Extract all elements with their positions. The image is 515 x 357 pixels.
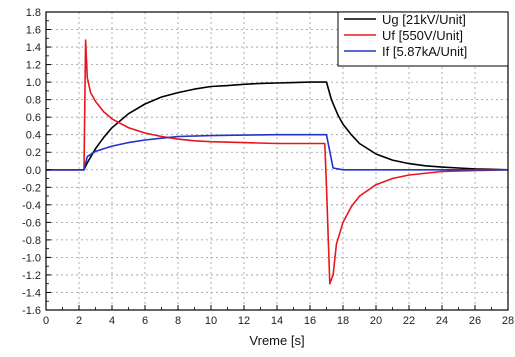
- legend-label: Ug [21kV/Unit]: [382, 12, 466, 27]
- y-tick-label: -0.6: [22, 217, 41, 229]
- y-tick-label: -1.2: [22, 270, 41, 282]
- series-line-3: [46, 133, 508, 171]
- series-line-2: [46, 39, 509, 285]
- y-tick-label: -1.0: [22, 252, 41, 264]
- x-tick-label: 28: [502, 315, 514, 327]
- grid: [46, 12, 508, 310]
- y-tick-label: -0.2: [22, 182, 41, 194]
- series-layer: [46, 39, 509, 285]
- y-tick-label: 0.2: [26, 147, 41, 159]
- y-tick-label: -1.4: [22, 287, 41, 299]
- x-tick-label: 2: [76, 315, 82, 327]
- legend: Ug [21kV/Unit]Uf [550V/Unit]If [5.87kA/U…: [337, 11, 509, 67]
- x-tick-label: 14: [271, 315, 283, 327]
- ticks: 0 2 4 6 8 10 12 14 16 18 20 22 24 26 281.81.61.41.21.0…: [22, 7, 514, 327]
- y-tick-label: 0.8: [26, 95, 41, 107]
- y-tick-label: -0.8: [22, 235, 41, 247]
- y-tick-label: -1.6: [22, 305, 41, 317]
- y-tick-label: 1.8: [26, 7, 41, 19]
- y-tick-label: 0.4: [26, 130, 41, 142]
- x-tick-label: 8: [175, 315, 181, 327]
- legend-label: Uf [550V/Unit]: [382, 28, 463, 43]
- y-tick-label: 1.4: [26, 42, 41, 54]
- y-tick-label: 0.0: [26, 165, 41, 177]
- x-tick-label: 26: [469, 315, 481, 327]
- y-tick-label: 1.2: [26, 60, 41, 72]
- x-axis-title: Vreme [s]: [249, 333, 304, 348]
- x-tick-label: 0: [43, 315, 49, 327]
- x-tick-label: 24: [436, 315, 448, 327]
- x-tick-label: 6: [142, 315, 148, 327]
- y-tick-label: 0.6: [26, 112, 41, 124]
- x-tick-label: 20: [370, 315, 382, 327]
- y-tick-label: 1.6: [26, 25, 41, 37]
- x-tick-label: 12: [238, 315, 250, 327]
- x-tick-label: 4: [109, 315, 115, 327]
- x-tick-label: 16: [304, 315, 316, 327]
- x-tick-label: 18: [337, 315, 349, 327]
- legend-label: If [5.87kA/Unit]: [382, 44, 467, 59]
- y-tick-label: -0.4: [22, 200, 41, 212]
- y-tick-label: 1.0: [26, 77, 41, 89]
- x-tick-label: 22: [403, 315, 415, 327]
- x-tick-label: 10: [205, 315, 217, 327]
- legend-box: [337, 11, 509, 67]
- series-line-1: [46, 81, 509, 171]
